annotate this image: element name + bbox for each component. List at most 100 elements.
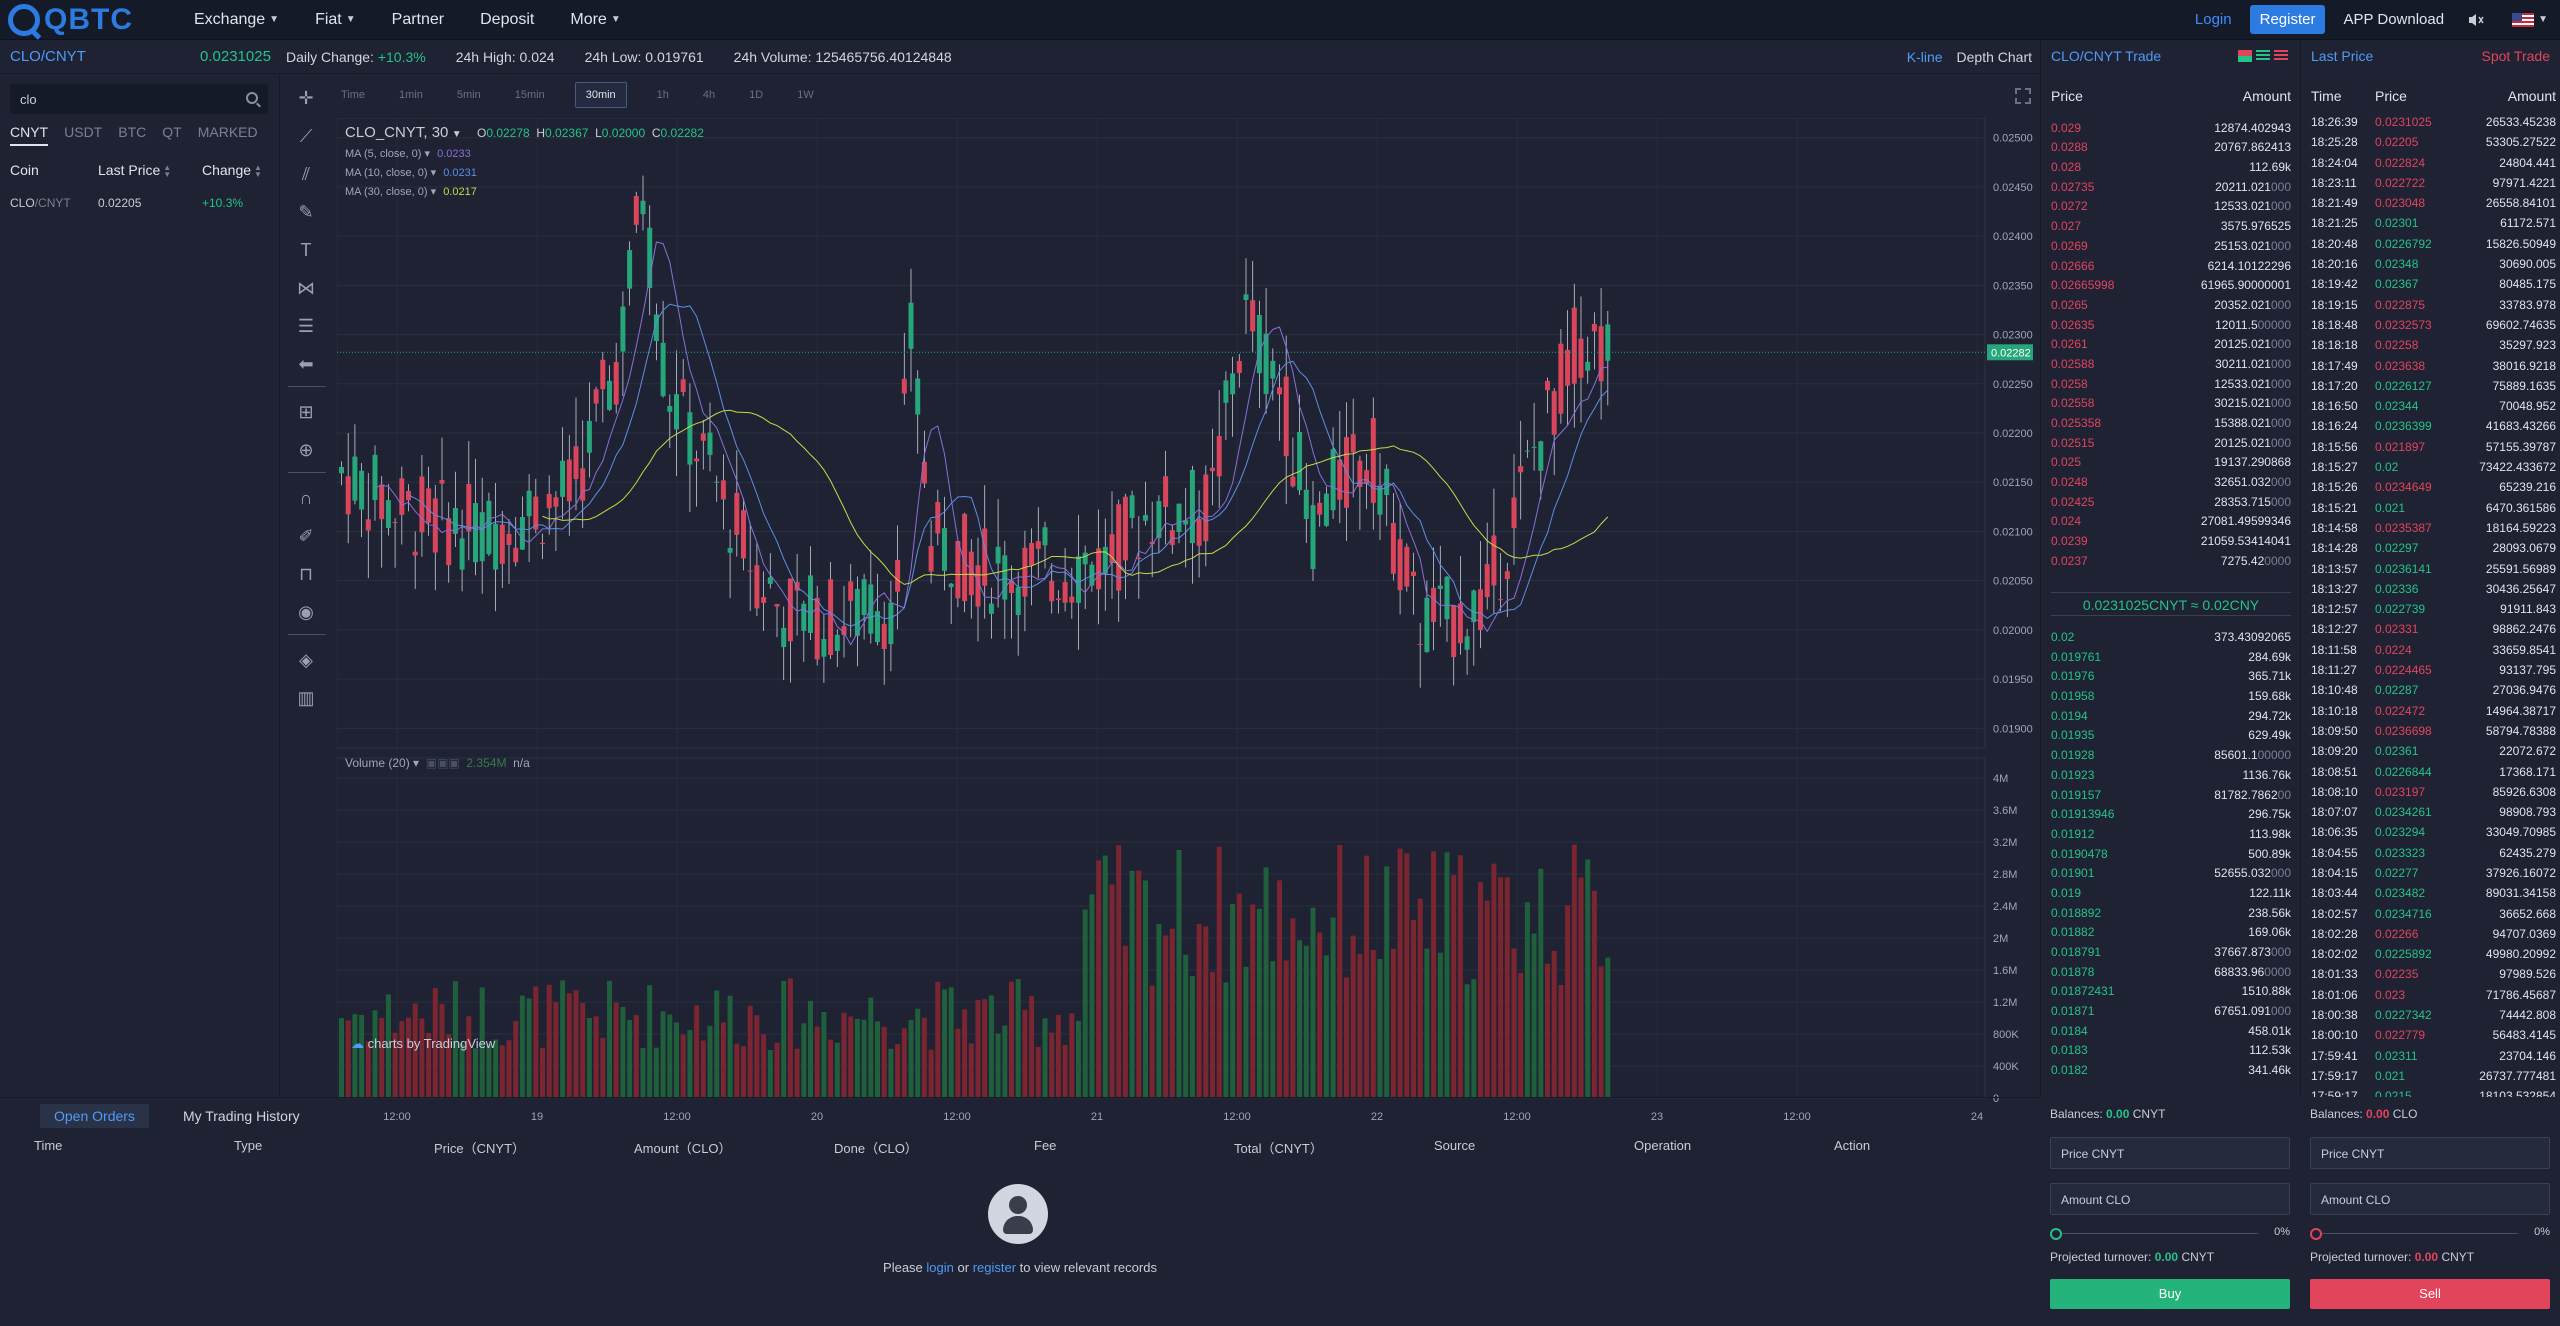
ask-row[interactable]: 0.0237 7275.420000 <box>2051 552 2291 572</box>
trash-icon[interactable]: ▥ <box>297 688 315 708</box>
sell-amount-input[interactable]: Amount CLO <box>2310 1183 2550 1215</box>
ask-row[interactable]: 0.027 3575.976525 <box>2051 217 2291 237</box>
ma30-legend[interactable]: MA (30, close, 0) ▾ 0.0217 <box>345 186 477 198</box>
arrow-back-icon[interactable]: ⬅ <box>298 354 314 374</box>
lock-icon[interactable]: ⊓ <box>298 564 314 584</box>
bid-row[interactable]: 0.0190478 500.89k <box>2051 845 2291 865</box>
ask-row[interactable]: 0.02425 28353.715000 <box>2051 493 2291 513</box>
text-tool-icon[interactable]: T <box>300 240 312 260</box>
interval-30min[interactable]: 30min <box>574 82 627 108</box>
ask-row[interactable]: 0.0248 32651.032000 <box>2051 473 2291 493</box>
eye-icon[interactable]: ◉ <box>298 602 314 622</box>
both-sides-icon[interactable] <box>2238 50 2252 62</box>
bid-row[interactable]: 0.019157 81782.786200 <box>2051 786 2291 806</box>
fullscreen-icon[interactable] <box>2015 88 2031 104</box>
buy-percent-slider[interactable]: 0% <box>2050 1226 2290 1240</box>
slider-knob[interactable] <box>2050 1228 2062 1240</box>
trend-line-icon[interactable]: ⟋ <box>299 126 313 146</box>
price-chart[interactable]: 0.02500 0.02450 0.02400 0.02350 0.02300 0.022… <box>337 118 2035 1128</box>
ask-row[interactable]: 0.0288 20767.862413 <box>2051 138 2291 158</box>
bid-row[interactable]: 0.01976 365.71k <box>2051 667 2291 687</box>
parallel-channel-icon[interactable]: ⫽ <box>301 164 311 184</box>
depth-chart-tab[interactable]: Depth Chart <box>1956 48 2032 65</box>
tab-usdt[interactable]: USDT <box>64 124 103 140</box>
ask-row[interactable]: 0.02558 30215.021000 <box>2051 394 2291 414</box>
sell-percent-slider[interactable]: 0% <box>2310 1226 2550 1240</box>
slider-knob[interactable] <box>2310 1228 2322 1240</box>
us-flag-icon[interactable] <box>2512 12 2535 27</box>
ask-row[interactable]: 0.02735 20211.021000 <box>2051 178 2291 198</box>
ask-row[interactable]: 0.02665998 61965.90000001 <box>2051 276 2291 296</box>
bid-row[interactable]: 0.0183 112.53k <box>2051 1041 2291 1061</box>
bid-row[interactable]: 0.018791 37667.873000 <box>2051 943 2291 963</box>
bid-row[interactable]: 0.01878 68833.960000 <box>2051 963 2291 983</box>
bid-row[interactable]: 0.01901 52655.032000 <box>2051 864 2291 884</box>
bid-row[interactable]: 0.0194 294.72k <box>2051 707 2291 727</box>
bid-row[interactable]: 0.01958 159.68k <box>2051 687 2291 707</box>
ask-row[interactable]: 0.0239 21059.53414041 <box>2051 532 2291 552</box>
ma5-legend[interactable]: MA (5, close, 0) ▾ 0.0233 <box>345 148 471 160</box>
ask-row[interactable]: 0.02635 12011.500000 <box>2051 316 2291 336</box>
bid-row[interactable]: 0.0182 341.46k <box>2051 1061 2291 1081</box>
nav-more[interactable]: More ▼ <box>570 11 620 29</box>
search-input[interactable]: clo <box>10 84 268 114</box>
magnet-icon[interactable]: ∩ <box>299 488 313 508</box>
ask-row[interactable]: 0.025358 15388.021000 <box>2051 414 2291 434</box>
interval-1min[interactable]: 1min <box>399 89 423 101</box>
spot-trade-label[interactable]: Spot Trade <box>2481 48 2551 64</box>
fib-icon[interactable]: ☰ <box>297 316 315 336</box>
interval-4h[interactable]: 4h <box>702 89 716 101</box>
ask-row[interactable]: 0.02925 502.021000 <box>2051 112 2291 119</box>
ask-row[interactable]: 0.02666 6214.10122296 <box>2051 257 2291 277</box>
login-link[interactable]: Login <box>2194 11 2232 28</box>
pencil-lock-icon[interactable]: ✐ <box>298 526 314 546</box>
ask-row[interactable]: 0.029 12874.402943 <box>2051 119 2291 139</box>
ask-row[interactable]: 0.02588 30211.021000 <box>2051 355 2291 375</box>
nav-fiat[interactable]: Fiat ▼ <box>315 11 356 29</box>
interval-1w[interactable]: 1W <box>797 89 814 101</box>
bid-row[interactable]: 0.019761 284.69k <box>2051 648 2291 668</box>
register-button[interactable]: Register <box>2249 5 2326 34</box>
nav-partner[interactable]: Partner <box>392 11 444 29</box>
interval-1h[interactable]: 1h <box>656 89 669 101</box>
volume-controls-icon[interactable]: ▣▣▣ <box>425 756 460 770</box>
measure-icon[interactable]: ⊞ <box>298 402 314 422</box>
bid-row[interactable]: 0.01872431 1510.88k <box>2051 982 2291 1002</box>
ask-row[interactable]: 0.024 27081.49599346 <box>2051 512 2291 532</box>
kline-tab[interactable]: K-line <box>1906 48 1943 65</box>
tab-qt[interactable]: QT <box>162 124 182 140</box>
interval-15min[interactable]: 15min <box>514 89 545 101</box>
buy-button[interactable]: Buy <box>2050 1279 2290 1309</box>
sound-icon[interactable] <box>2468 13 2484 27</box>
interval-5min[interactable]: 5min <box>456 89 481 101</box>
app-download-link[interactable]: APP Download <box>2343 11 2445 28</box>
interval-1d[interactable]: 1D <box>749 89 764 101</box>
sell-button[interactable]: Sell <box>2310 1279 2550 1309</box>
bid-row[interactable]: 0.01871 67651.091000 <box>2051 1002 2291 1022</box>
nav-deposit[interactable]: Deposit <box>480 11 534 29</box>
change-header[interactable]: Change ▲ ▼ <box>202 162 262 179</box>
sell-price-input[interactable]: Price CNYT <box>2310 1137 2550 1169</box>
tab-btc[interactable]: BTC <box>118 124 147 140</box>
ask-row[interactable]: 0.0272 12533.021000 <box>2051 197 2291 217</box>
tab-trading-history[interactable]: My Trading History <box>182 1108 300 1124</box>
ask-row[interactable]: 0.025 19137.290868 <box>2051 453 2291 473</box>
coin-row[interactable]: CLO/CNYT 0.02205 +10.3% <box>10 196 272 210</box>
bid-row[interactable]: 0.018892 238.56k <box>2051 904 2291 924</box>
bid-row[interactable]: 0.01935 629.49k <box>2051 726 2291 746</box>
bid-row[interactable]: 0.02 373.43092065 <box>2051 628 2291 648</box>
ask-row[interactable]: 0.0258 12533.021000 <box>2051 375 2291 395</box>
tab-marked[interactable]: MARKED <box>197 124 258 140</box>
tab-open-orders[interactable]: Open Orders <box>40 1104 149 1128</box>
bid-row[interactable]: 0.019 122.11k <box>2051 884 2291 904</box>
nav-exchange[interactable]: Exchange ▼ <box>194 11 279 29</box>
logo[interactable]: QBTC <box>8 3 158 37</box>
bid-row[interactable]: 0.01913946 296.75k <box>2051 805 2291 825</box>
ask-row[interactable]: 0.0261 20125.021000 <box>2051 335 2291 355</box>
buy-amount-input[interactable]: Amount CLO <box>2050 1183 2290 1215</box>
bid-row[interactable]: 0.01882 169.06k <box>2051 923 2291 943</box>
bid-row[interactable]: 0.0184 458.01k <box>2051 1022 2291 1042</box>
tab-cnyt[interactable]: CNYT <box>10 124 49 146</box>
login-link-inline[interactable]: login <box>926 1260 954 1275</box>
pattern-icon[interactable]: ⋈ <box>297 278 315 298</box>
